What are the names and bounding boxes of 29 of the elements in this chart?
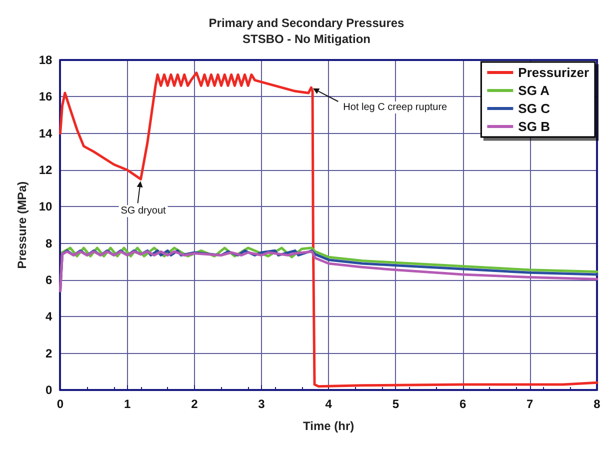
y-axis-title: Pressure (MPa) xyxy=(15,181,29,269)
chart-title: Primary and Secondary Pressures xyxy=(208,16,405,30)
x-tick-label: 5 xyxy=(392,397,400,411)
legend-label: Pressurizer xyxy=(518,65,590,80)
x-tick-label: 2 xyxy=(191,397,198,411)
x-axis-title: Time (hr) xyxy=(303,419,354,433)
x-tick-label: 4 xyxy=(325,397,332,411)
y-tick-label: 8 xyxy=(46,236,53,250)
y-tick-label: 18 xyxy=(38,53,53,67)
annotation: Hot leg C creep rupture xyxy=(343,102,448,113)
y-tick-label: 2 xyxy=(46,346,53,360)
x-tick-label: 8 xyxy=(594,397,601,411)
legend-label: SG A xyxy=(518,83,550,98)
x-tick-label: 7 xyxy=(526,397,534,411)
y-tick-label: 4 xyxy=(46,310,53,324)
annotation: SG dryout xyxy=(120,206,166,217)
chart-subtitle: STSBO - No Mitigation xyxy=(242,32,370,46)
y-tick-label: 0 xyxy=(46,383,53,397)
y-tick-label: 6 xyxy=(46,273,53,287)
y-tick-label: 14 xyxy=(38,126,53,140)
x-tick-label: 3 xyxy=(258,397,266,411)
legend-label: SG B xyxy=(518,119,550,134)
y-tick-label: 12 xyxy=(38,163,53,177)
x-tick-label: 1 xyxy=(124,397,131,411)
y-tick-label: 16 xyxy=(38,90,53,104)
x-tick-label: 6 xyxy=(459,397,466,411)
y-tick-label: 10 xyxy=(38,200,53,214)
legend-label: SG C xyxy=(518,101,551,116)
x-tick-label: 0 xyxy=(56,397,64,411)
